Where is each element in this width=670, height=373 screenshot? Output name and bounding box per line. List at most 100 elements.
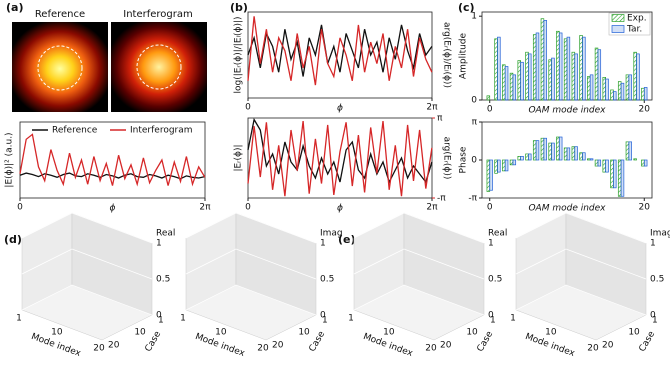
y-tick-label: 10	[134, 327, 146, 337]
bar	[558, 32, 563, 101]
y-tick-label: 1	[490, 316, 496, 326]
ring	[136, 44, 182, 90]
grid-line	[515, 212, 647, 244]
grid-line	[353, 284, 485, 316]
bar	[597, 49, 602, 101]
bar	[540, 137, 545, 161]
bar	[517, 60, 521, 101]
bar	[582, 36, 586, 101]
bar	[528, 153, 532, 161]
x-tick-label: 1	[16, 314, 22, 324]
bar	[556, 30, 560, 101]
y-tick-label: 0	[471, 156, 477, 166]
x-tick-label: 0	[487, 105, 493, 115]
z-tick-label: 1	[488, 239, 494, 249]
z-tick-label: 0.5	[650, 275, 664, 285]
bar	[633, 158, 637, 161]
bar	[486, 95, 491, 101]
panel-label: (d)	[4, 233, 22, 246]
x-axis-label: ϕ	[337, 104, 343, 114]
bar	[504, 159, 509, 172]
bar	[571, 146, 576, 161]
y-tick-label: 20	[272, 341, 284, 351]
bar	[579, 152, 583, 161]
x-tick-label: 0	[245, 203, 251, 213]
bar	[643, 159, 648, 167]
x-tick-label: 2π	[426, 203, 438, 213]
x-tick-label: 0	[17, 203, 23, 213]
bar	[602, 77, 606, 101]
bar	[617, 159, 622, 197]
bar	[556, 136, 560, 161]
x-tick-label: 1	[348, 314, 354, 324]
grid-line	[185, 284, 317, 316]
x-axis-label: ϕ	[110, 204, 116, 214]
bar	[512, 74, 517, 101]
bar	[563, 147, 568, 161]
z-tick-label: 0.5	[320, 275, 334, 285]
y-tick-label: 1	[322, 316, 328, 326]
bar	[625, 141, 630, 161]
grid-line	[185, 248, 317, 280]
x-tick-label: 0	[487, 203, 493, 213]
bar	[620, 159, 625, 197]
plot-frame	[19, 121, 206, 199]
bar	[628, 141, 632, 161]
bar	[502, 159, 506, 172]
z-tick-label: 0	[320, 311, 326, 321]
y-axis-label: Case	[638, 329, 658, 353]
bar	[613, 159, 617, 189]
image-title: Reference	[35, 9, 85, 20]
line	[247, 117, 433, 184]
grid-line	[21, 248, 153, 280]
bar	[594, 159, 599, 167]
bar	[613, 91, 617, 101]
legend-label: Tar.	[626, 25, 642, 35]
x-tick-label: 2π	[426, 103, 438, 113]
bar	[486, 159, 491, 192]
image-title: Interferogram	[123, 9, 192, 20]
legend-swatch	[611, 14, 625, 22]
x-tick-label: 10	[51, 328, 63, 338]
bar	[589, 74, 594, 101]
x-tick-label: 10	[215, 328, 227, 338]
bar	[558, 136, 563, 161]
z-tick-label: 1	[156, 239, 162, 249]
bar	[512, 159, 517, 166]
bar	[520, 61, 524, 101]
legend-label: Exp.	[627, 14, 647, 24]
y-axis-label: Amplitude	[459, 32, 469, 79]
bar	[620, 82, 625, 101]
grid-line	[353, 212, 485, 244]
bar	[587, 76, 591, 101]
bar	[497, 36, 501, 101]
bar	[579, 35, 583, 101]
z-tick-label: 0.5	[156, 275, 170, 285]
grid-line	[515, 248, 647, 280]
bar	[633, 51, 637, 101]
y2-axis-label: arg(Eᵣ(ϕ)/Eₗ(ϕ))	[442, 22, 452, 88]
x-tick-label: 20	[93, 344, 105, 354]
bar	[548, 142, 552, 161]
bar	[582, 152, 586, 161]
grid-line	[353, 248, 485, 280]
grid-line	[515, 284, 647, 316]
ring	[37, 45, 83, 91]
x-tick-label: 20	[425, 344, 437, 354]
bar	[520, 156, 524, 161]
legend-box	[608, 12, 651, 36]
line	[247, 24, 433, 77]
bar	[566, 36, 571, 101]
bar	[628, 74, 632, 101]
bar	[610, 159, 614, 189]
x-tick-label: 0	[245, 103, 251, 113]
bar	[497, 159, 501, 173]
bar	[532, 140, 537, 161]
y-tick-label: 1	[652, 316, 658, 326]
panel-label: (e)	[338, 233, 356, 246]
z-axis-label: Real	[156, 229, 175, 239]
bar	[535, 140, 540, 161]
legend-label: Reference	[52, 126, 98, 136]
z-tick-label: 1	[650, 239, 656, 249]
